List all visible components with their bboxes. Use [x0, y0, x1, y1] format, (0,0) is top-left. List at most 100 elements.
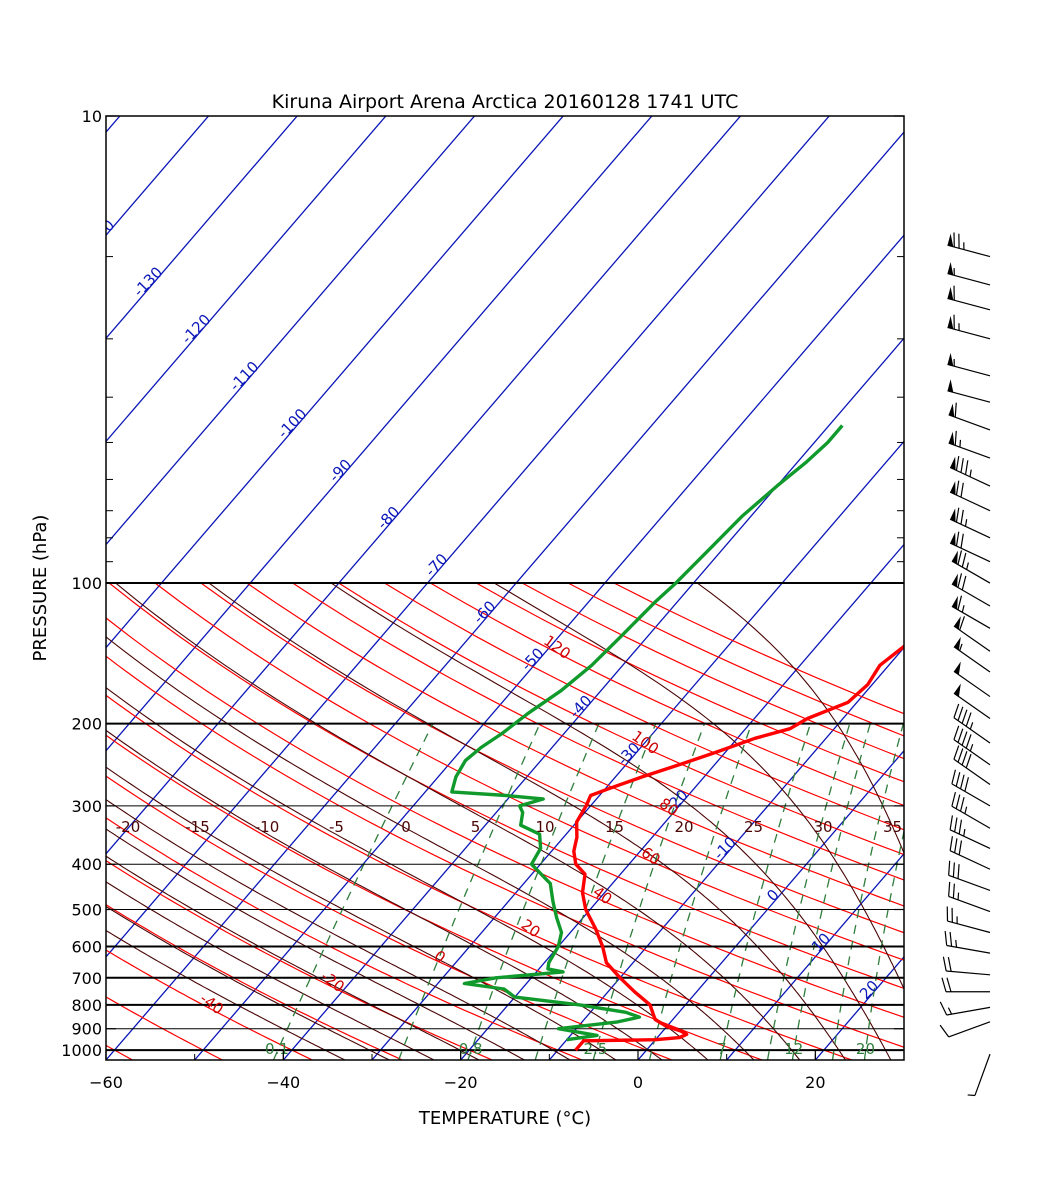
mixing-ratio-label: 12: [784, 1040, 803, 1058]
x-tick-label: −60: [89, 1073, 123, 1092]
isotherm-label: -110: [226, 358, 263, 395]
barb-pennant: [947, 287, 953, 300]
barb-staff: [954, 759, 990, 784]
y-tick-label: 700: [71, 969, 102, 988]
moist-adiabat-line: [697, 583, 984, 1069]
wind-barb: [949, 861, 990, 891]
barb-staff: [954, 693, 990, 718]
barb-feather: [950, 836, 952, 850]
barb-feather: [959, 841, 961, 855]
wind-barb: [947, 262, 990, 285]
barb-feather: [956, 456, 958, 470]
theta-e-label: -15: [185, 818, 210, 836]
barb-pennant: [947, 379, 953, 392]
mixing-ratio-label: 0.1: [265, 1040, 289, 1058]
barb-feather: [956, 508, 958, 522]
theta-e-label: 25: [744, 818, 763, 836]
barb-feather: [947, 978, 951, 992]
isotherm-line: [0, 71, 779, 1070]
barb-feather: [940, 1002, 946, 1015]
barb-half-feather: [958, 893, 959, 900]
y-tick-label: 500: [71, 901, 102, 920]
barb-feather: [961, 483, 963, 497]
isotherm-label: -150: [34, 169, 71, 206]
barb-half-feather: [962, 605, 964, 612]
barb-feather: [958, 864, 959, 879]
mixing-ratio-label: 0.8: [459, 1040, 483, 1058]
wind-barb: [945, 931, 990, 953]
isotherm-line: [0, 71, 159, 1070]
wind-barb: [947, 353, 990, 376]
barb-feather: [955, 403, 956, 418]
isotherm-line: [0, 71, 691, 1070]
barb-staff: [946, 971, 990, 975]
barb-feather: [954, 746, 959, 760]
y-tick-label: 200: [71, 715, 102, 734]
mixing-ratio-line: [468, 724, 599, 1060]
barb-feather: [961, 775, 965, 789]
isotherm-label: -140: [82, 216, 119, 253]
theta-e-label: 10: [535, 818, 554, 836]
isotherm-label: -90: [325, 456, 355, 486]
mixing-ratio-label: 20: [856, 1040, 875, 1058]
barb-pennant: [947, 234, 953, 247]
barb-feather: [958, 729, 963, 743]
isotherm-line: [453, 71, 1062, 1070]
isotherm-line: [630, 71, 1062, 1070]
theta-e-label: -5: [329, 818, 344, 836]
wind-barb: [949, 431, 990, 458]
barb-feather: [953, 863, 954, 878]
barb-feather: [949, 882, 950, 897]
isotherm-label: 20: [856, 977, 882, 1003]
barb-half-feather: [956, 940, 957, 947]
wind-barb: [950, 508, 990, 538]
barb-feather: [949, 861, 950, 876]
dry-adiabat-line: [247, 583, 1062, 1069]
barb-staff: [947, 391, 990, 402]
y-tick-label: 800: [71, 996, 102, 1015]
wind-barbs: [940, 232, 990, 1095]
isopleth-labels: -160-150-140-130-120-110-100-90-80-70-60…: [0, 122, 902, 1058]
theta-e-label: 30: [813, 818, 832, 836]
x-tick-label: 20: [805, 1073, 825, 1092]
barb-staff: [947, 1007, 990, 1015]
barb-feather: [955, 838, 957, 852]
wind-barb: [968, 1054, 990, 1095]
chart-title: Kiruna Airport Arena Arctica 20160128 17…: [272, 91, 739, 113]
wind-barb: [947, 315, 990, 339]
barb-feather: [962, 751, 967, 765]
barb-half-feather: [970, 744, 972, 751]
theta-e-label: -20: [116, 818, 141, 836]
barb-feather: [961, 510, 963, 524]
isotherm-line: [187, 71, 1046, 1070]
barb-half-feather: [968, 1095, 975, 1096]
theta-e-label: 35: [883, 818, 902, 836]
barb-feather: [961, 534, 963, 548]
barb-feather: [954, 704, 959, 718]
wind-barb: [954, 746, 990, 785]
barb-feather: [962, 732, 967, 746]
barb-feather: [948, 957, 951, 971]
y-tick-label: 400: [71, 855, 102, 874]
wind-barb: [942, 978, 990, 992]
wind-barb: [940, 1022, 990, 1037]
isotherm-label: -160: [0, 122, 22, 159]
barb-feather: [955, 818, 957, 832]
barb-feather: [953, 884, 954, 899]
wind-barb: [950, 836, 990, 869]
barb-half-feather: [960, 644, 962, 651]
barb-feather: [955, 431, 956, 446]
y-tick-label: 100: [71, 574, 102, 593]
barb-staff: [947, 945, 990, 953]
barb-feather: [958, 573, 962, 587]
isotherm-label: -130: [130, 263, 167, 300]
mixing-ratio-label: 7: [717, 1040, 727, 1058]
barb-feather: [966, 713, 971, 727]
wind-barb: [947, 907, 990, 933]
barb-feather: [956, 795, 960, 809]
barb-half-feather: [966, 519, 967, 526]
barb-staff: [950, 851, 990, 870]
